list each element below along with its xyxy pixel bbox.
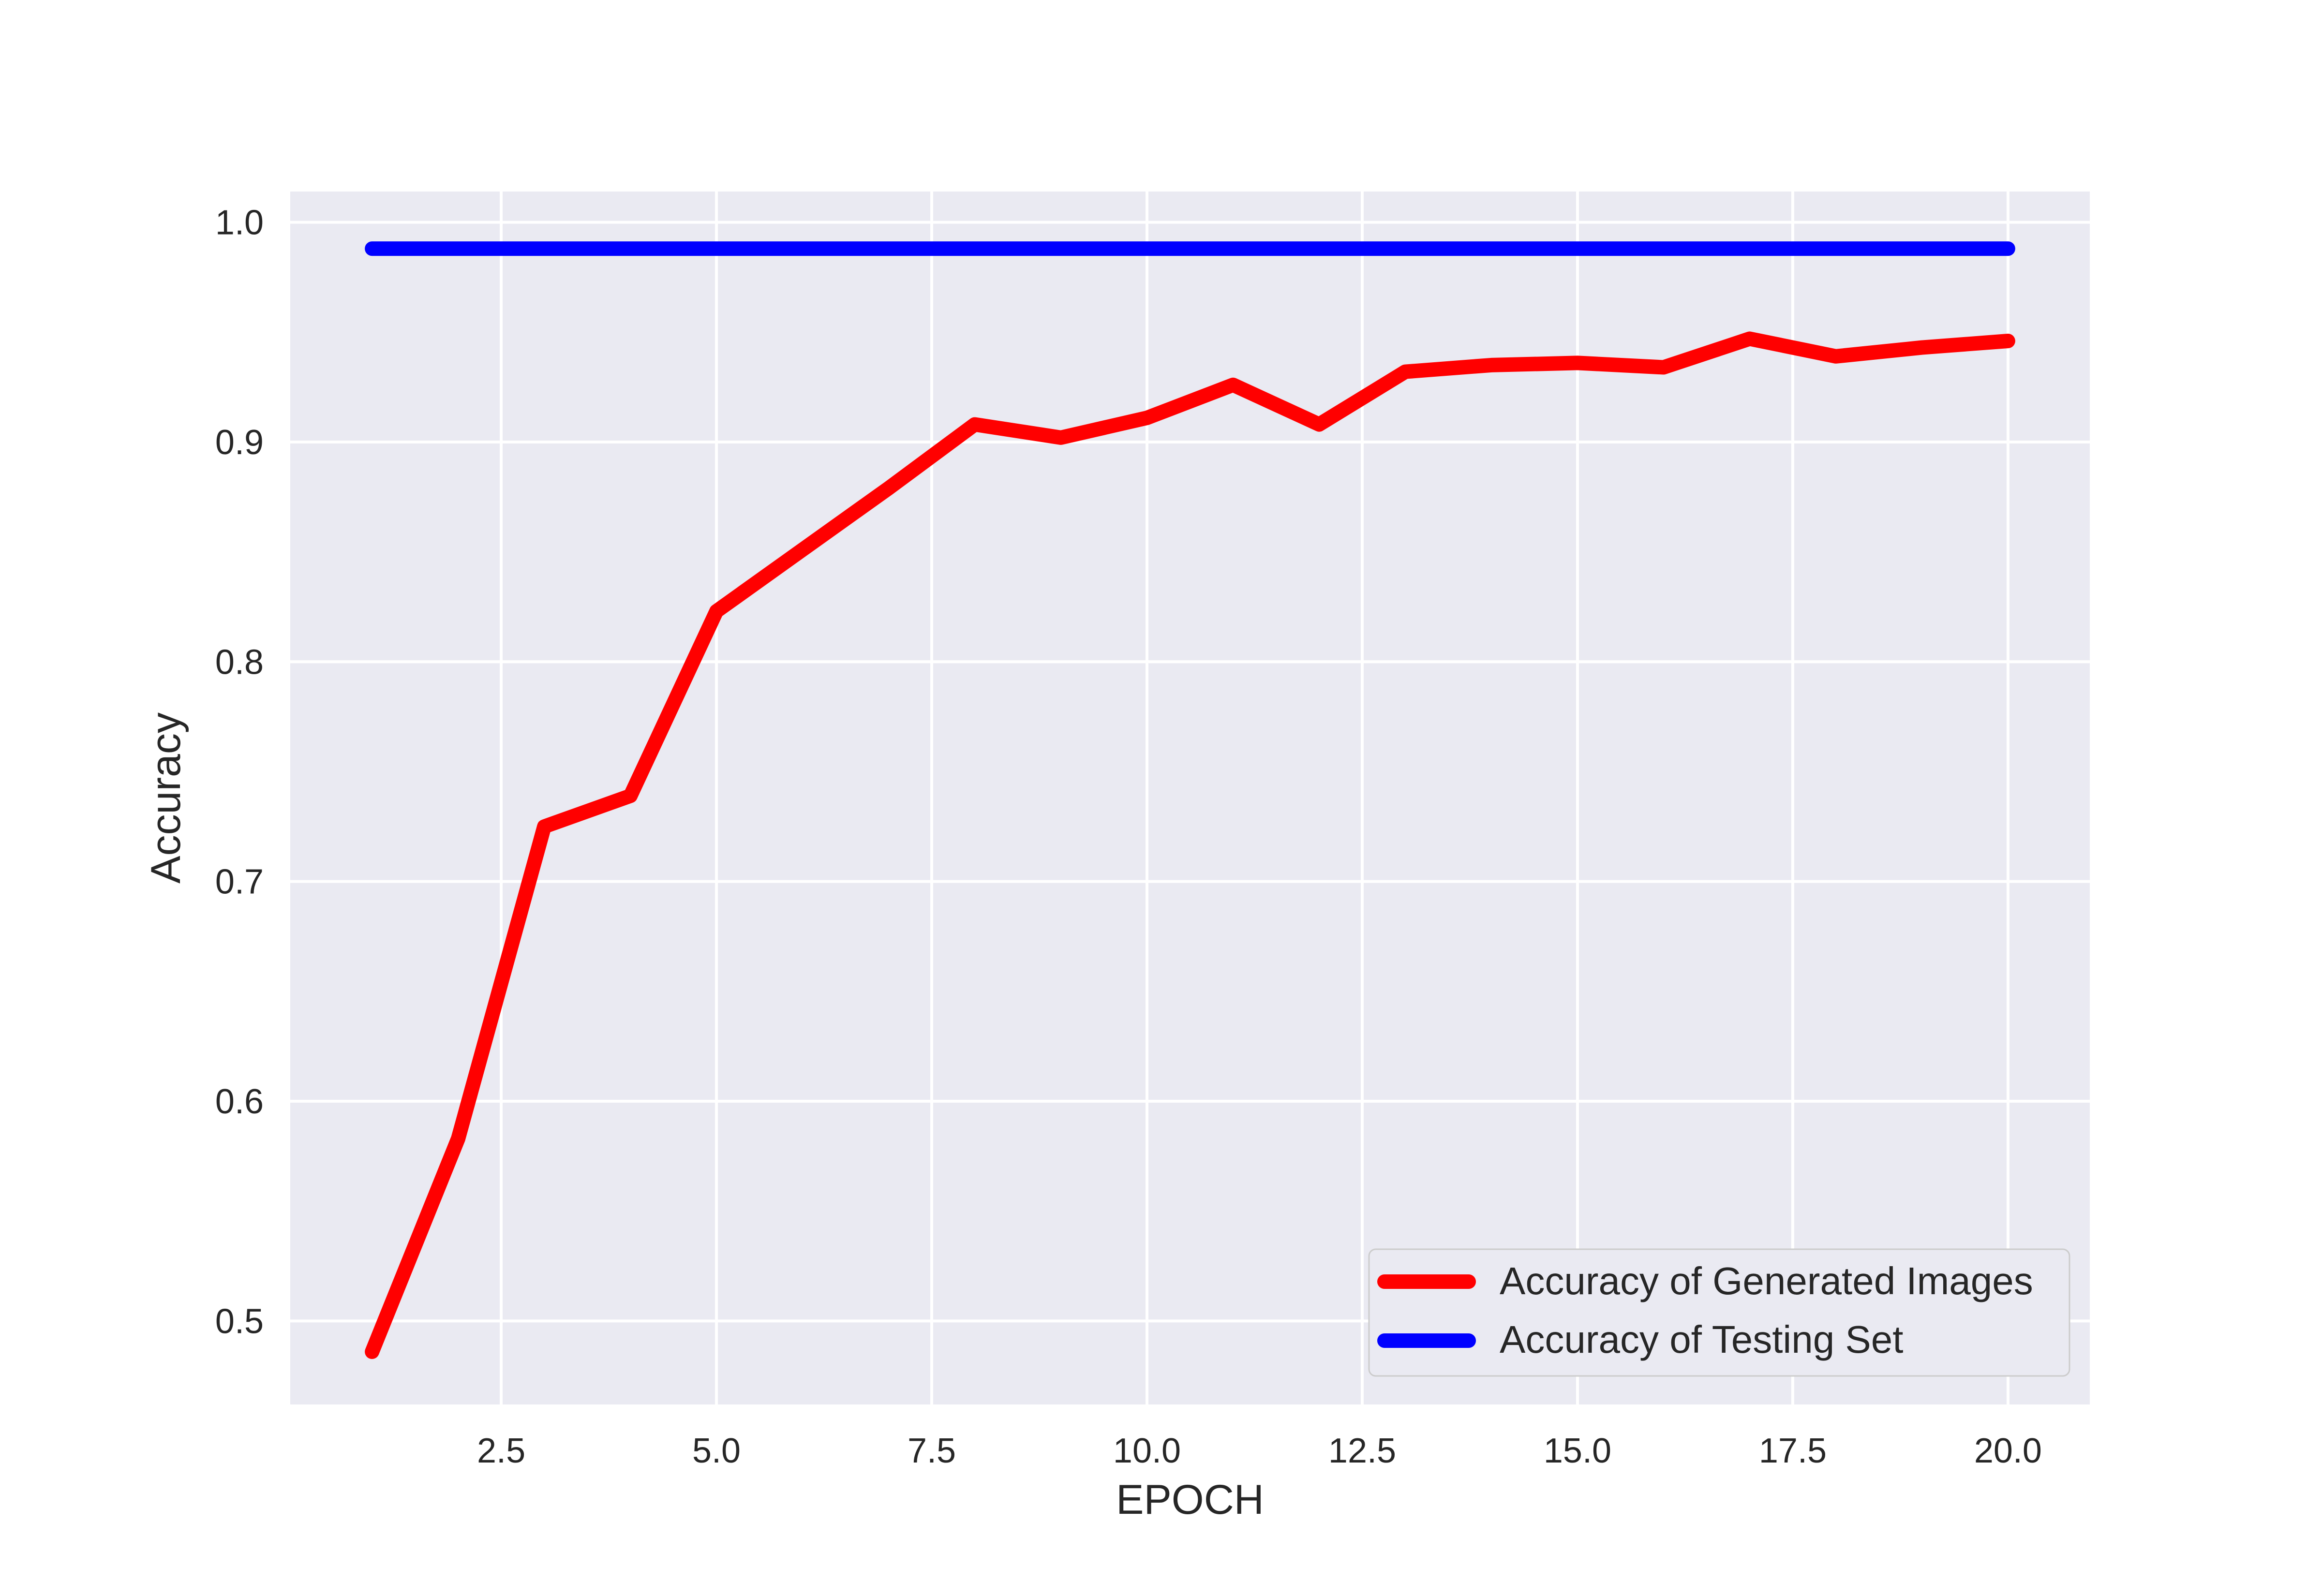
y-axis-ticks: 0.5 0.6 0.7 0.8 0.9 1.0 [215, 204, 264, 1341]
x-tick-label: 12.5 [1328, 1432, 1396, 1470]
series-lines [365, 241, 2015, 1359]
y-tick-label: 0.6 [215, 1082, 264, 1121]
x-tick-label: 10.0 [1113, 1432, 1181, 1470]
legend: Accuracy of Generated Images Accuracy of… [1368, 1248, 2070, 1377]
y-tick-label: 0.5 [215, 1302, 264, 1341]
y-tick-label: 0.7 [215, 863, 264, 901]
x-axis-ticks: 2.5 5.0 7.5 10.0 12.5 15.0 17.5 20.0 [477, 1432, 2042, 1470]
x-tick-label: 2.5 [477, 1432, 525, 1470]
legend-label-testing: Accuracy of Testing Set [1500, 1318, 1904, 1361]
series-line-generated [365, 331, 2015, 1359]
y-tick-label: 0.9 [215, 423, 264, 462]
legend-box [1368, 1248, 2070, 1377]
x-tick-label: 5.0 [692, 1432, 741, 1470]
y-tick-label: 0.8 [215, 643, 264, 681]
x-axis-label: EPOCH [1116, 1477, 1264, 1523]
legend-label-generated: Accuracy of Generated Images [1500, 1259, 2033, 1302]
x-tick-label: 20.0 [1974, 1432, 2042, 1470]
grid [290, 192, 2090, 1404]
y-axis-label: Accuracy [143, 712, 189, 884]
plot-area [290, 192, 2090, 1404]
y-tick-label: 1.0 [215, 204, 264, 242]
x-tick-label: 17.5 [1759, 1432, 1827, 1470]
x-tick-label: 15.0 [1544, 1432, 1611, 1470]
x-tick-label: 7.5 [908, 1432, 956, 1470]
